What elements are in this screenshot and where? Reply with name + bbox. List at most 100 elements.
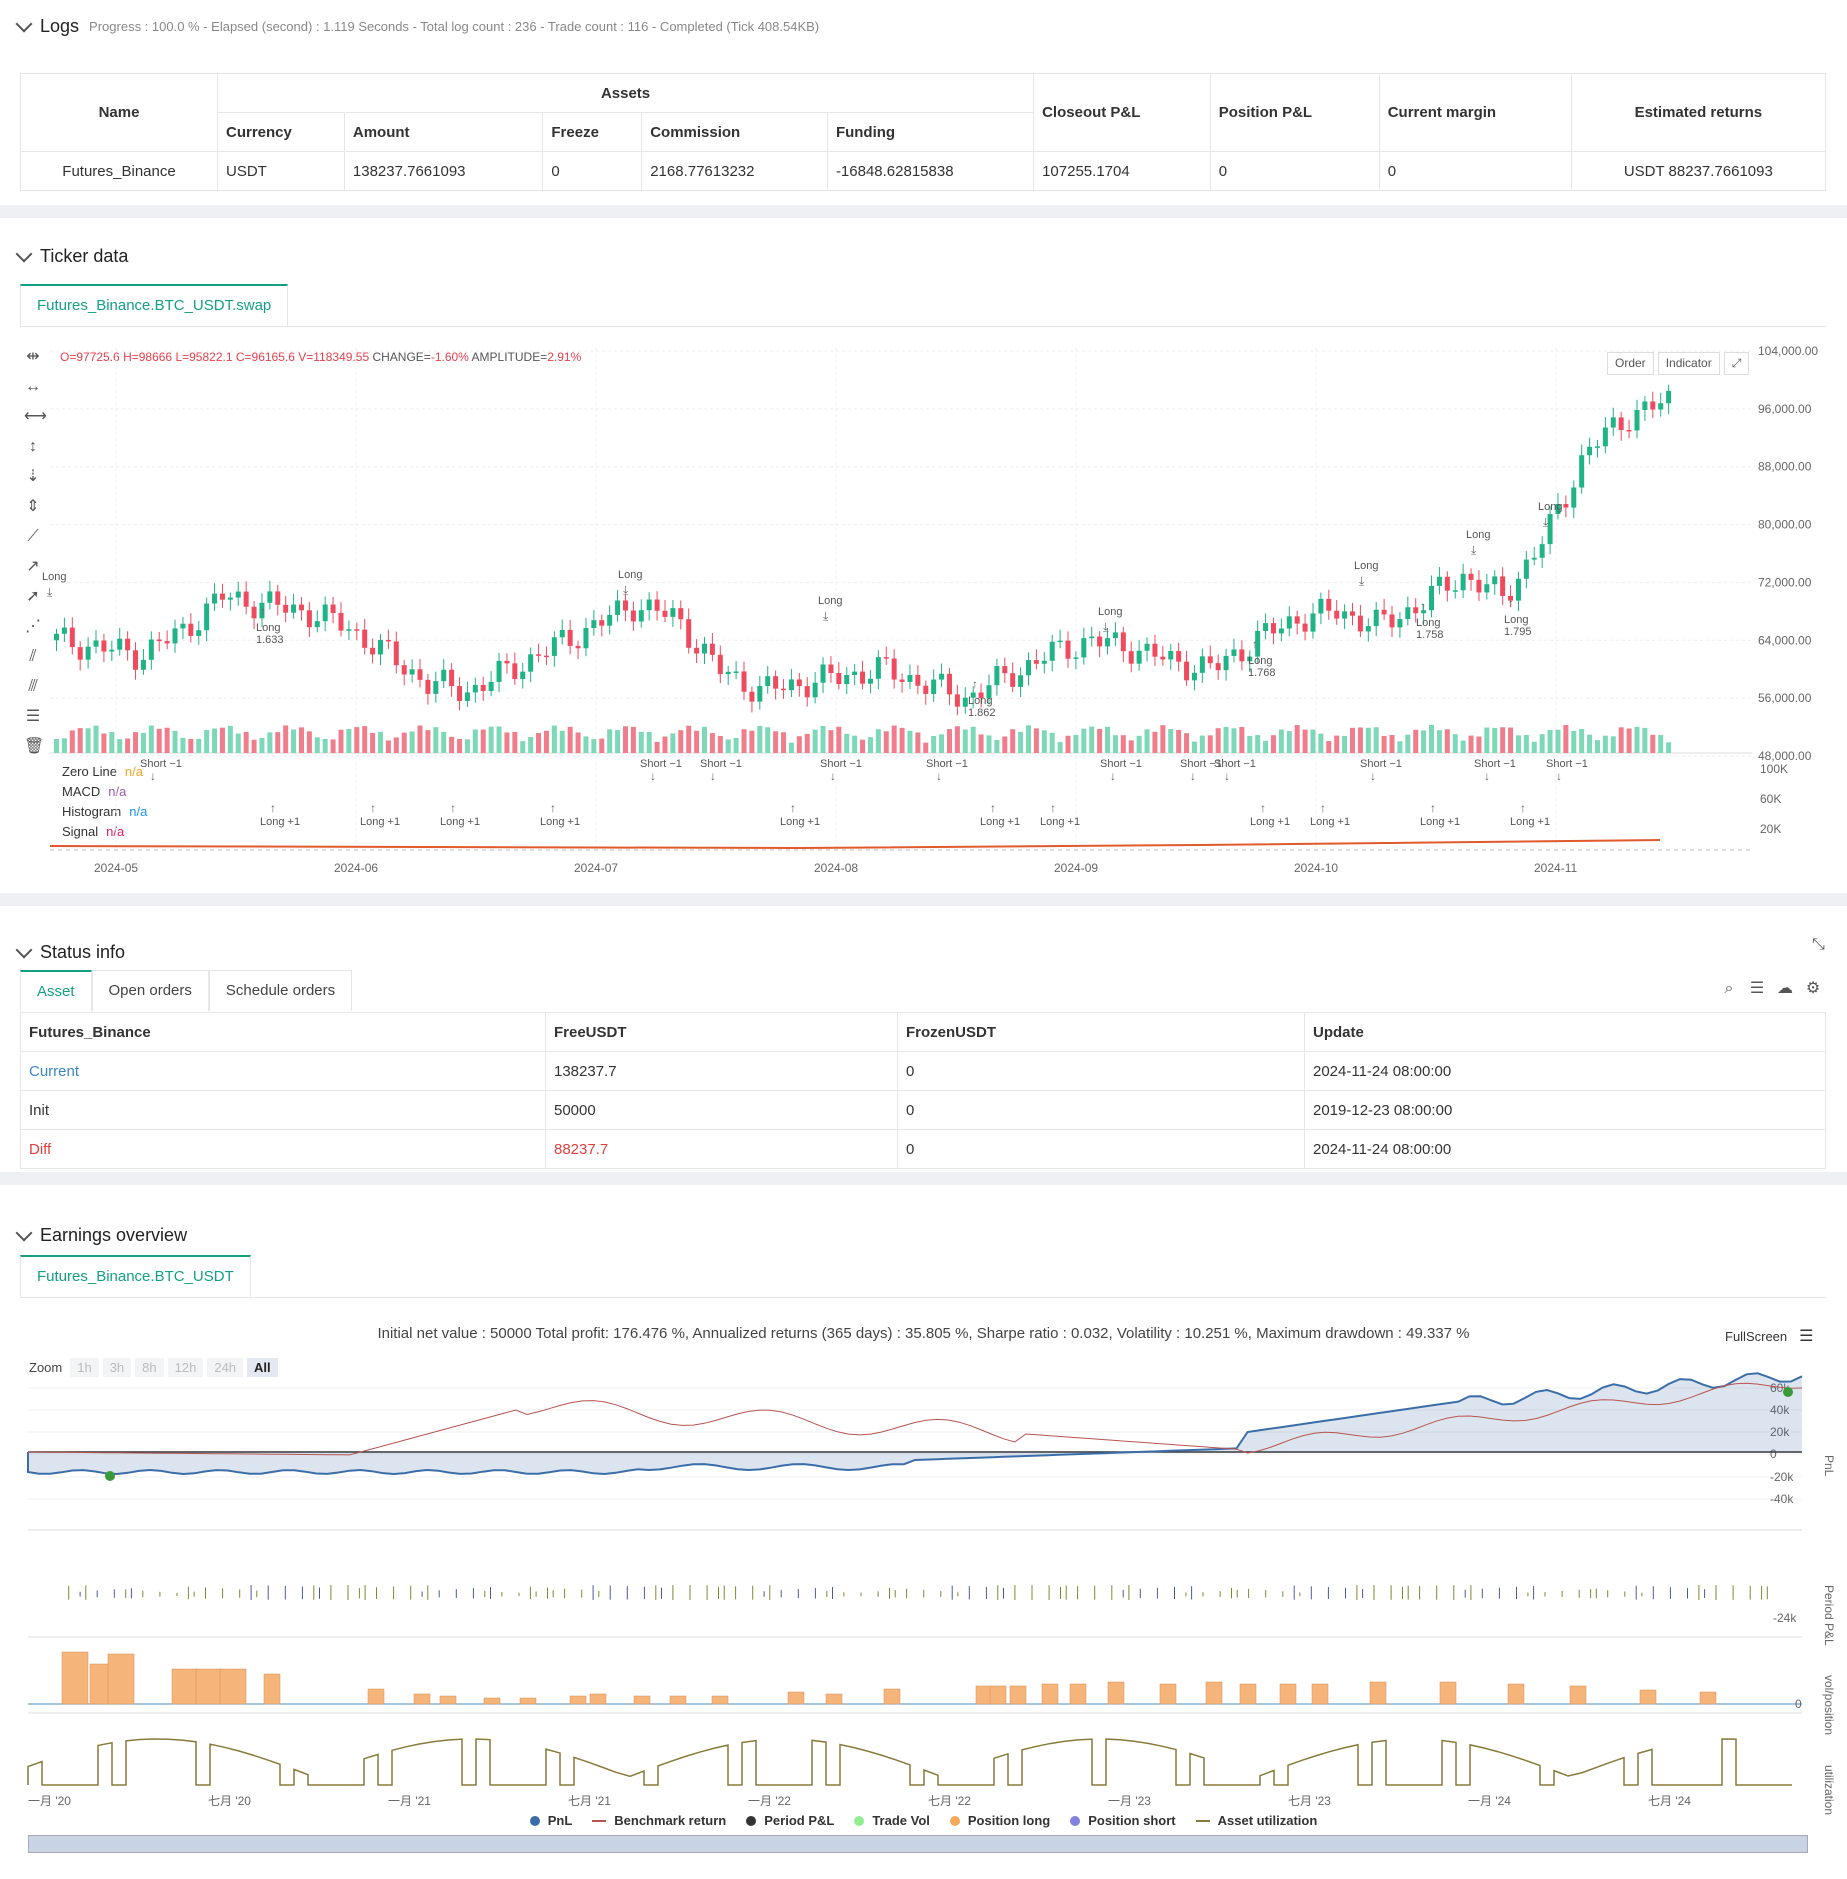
status-header[interactable]: Status info <box>15 941 125 963</box>
indicator-button[interactable]: Indicator <box>1657 352 1720 375</box>
collapse-icon[interactable]: ⤡ <box>1812 936 1825 953</box>
menu-icon[interactable]: ☰ <box>1799 1328 1814 1345</box>
legend-position-short[interactable]: Position short <box>1070 1813 1176 1828</box>
candle-body <box>1160 656 1166 660</box>
table-row: Current 138237.7 0 2024-11-24 08:00:00 <box>20 1051 1826 1091</box>
volume-bar <box>314 737 320 753</box>
candle-body <box>615 600 621 615</box>
candle-body <box>654 599 660 611</box>
volume-bar <box>1579 729 1585 753</box>
candle-body <box>1421 610 1427 614</box>
long-arrow: ↑ <box>1420 599 1426 613</box>
max-marker <box>1783 1387 1793 1397</box>
candle-body <box>923 685 929 694</box>
candle-body <box>1413 607 1419 614</box>
candle-body <box>409 669 415 675</box>
position-bar <box>1107 1681 1125 1705</box>
zoom-3h[interactable]: 3h <box>102 1358 132 1377</box>
candle-body <box>1089 636 1095 639</box>
volume-bar <box>54 739 59 753</box>
zoom-1h[interactable]: 1h <box>70 1358 99 1377</box>
volume-bar <box>441 731 447 753</box>
tab-open-orders[interactable]: Open orders <box>91 970 209 1011</box>
legend-pnl[interactable]: PnL <box>529 1813 572 1828</box>
fullscreen-button[interactable]: FullScreen <box>1725 1328 1788 1344</box>
candle-body <box>148 639 154 660</box>
trend-line-icon[interactable]: ⟋ <box>27 528 39 545</box>
volume-bar <box>1294 725 1300 753</box>
order-button[interactable]: Order <box>1607 352 1654 375</box>
extended-line-icon[interactable]: ⟷ <box>24 408 47 425</box>
volume-bar <box>1523 734 1529 753</box>
candle-body <box>678 608 684 620</box>
chevron-down-icon[interactable] <box>15 941 33 958</box>
cloud-download-icon[interactable]: ☁ <box>1777 980 1793 997</box>
volume-bar <box>1571 730 1577 753</box>
legend-zero-line[interactable]: Zero Line n/a <box>62 762 147 782</box>
price-line-icon[interactable]: ⋰ <box>25 618 41 635</box>
legend-histogram[interactable]: Histogram n/a <box>62 802 147 822</box>
trash-icon[interactable]: 🗑 <box>24 738 45 755</box>
candle-body <box>1128 651 1134 664</box>
zoom-all[interactable]: All <box>247 1358 278 1377</box>
candle-body <box>962 697 968 707</box>
row-label-current[interactable]: Current <box>20 1051 546 1091</box>
vertical-ray-icon[interactable]: ⇕ <box>26 498 40 515</box>
date-tick-label: 一月 '20 <box>28 1794 71 1808</box>
candle-body <box>196 630 202 636</box>
earnings-header[interactable]: Earnings overview <box>15 1224 187 1246</box>
tab-schedule-orders[interactable]: Schedule orders <box>208 970 353 1011</box>
cell-position: 0 <box>1209 151 1380 191</box>
chevron-down-icon[interactable] <box>15 15 33 32</box>
fib-channel-icon[interactable]: ⫻ <box>28 678 38 695</box>
candle-body <box>1357 615 1363 632</box>
fib-retracement-icon[interactable]: ☰ <box>25 708 41 725</box>
vertical-segment-icon[interactable]: ⇣ <box>26 468 40 485</box>
gear-icon[interactable]: ⚙ <box>1805 980 1821 997</box>
chevron-down-icon[interactable] <box>15 245 33 262</box>
legend-trade-vol[interactable]: Trade Vol <box>854 1813 930 1828</box>
tab-btc-usdt-swap[interactable]: Futures_Binance.BTC_USDT.swap <box>20 284 289 326</box>
zoom-24h[interactable]: 24h <box>207 1358 244 1377</box>
candle-body <box>1018 675 1024 687</box>
zoom-8h[interactable]: 8h <box>135 1358 164 1377</box>
legend-asset-utilization[interactable]: Asset utilization <box>1195 1813 1317 1828</box>
candle-body <box>1286 616 1292 629</box>
list-icon[interactable]: ☰ <box>1749 980 1765 997</box>
candle-body <box>251 606 257 619</box>
tab-asset[interactable]: Asset <box>20 970 92 1012</box>
parallel-channel-icon[interactable]: ⫽ <box>29 648 37 665</box>
horizontal-ray-icon[interactable]: ↔ <box>25 378 41 395</box>
ray-line-icon[interactable]: ↗ <box>26 558 40 575</box>
dot-icon <box>746 1815 757 1826</box>
logs-header[interactable]: Logs Progress : 100.0 % - Elapsed (secon… <box>15 15 819 37</box>
candle-body <box>883 657 889 659</box>
legend-period-pnl[interactable]: Period P&L <box>746 1813 834 1828</box>
candle-body <box>733 671 739 673</box>
volume-bar <box>291 729 297 753</box>
expand-icon[interactable]: ⤢ <box>1723 352 1750 375</box>
volume-bar <box>994 739 1000 753</box>
volume-bar <box>1041 730 1047 753</box>
search-icon[interactable]: ⌕ <box>1724 980 1734 997</box>
vertical-line-icon[interactable]: ↕ <box>29 438 37 455</box>
range-navigator[interactable] <box>28 1835 1808 1853</box>
candle-body <box>836 672 842 685</box>
zoom-12h[interactable]: 12h <box>167 1358 204 1377</box>
long-plus-label: Long +1 <box>780 816 820 828</box>
arrow-line-icon[interactable]: ➚ <box>26 588 40 605</box>
legend-position-long[interactable]: Position long <box>949 1813 1050 1828</box>
candle-body <box>1626 430 1632 432</box>
legend-benchmark[interactable]: Benchmark return <box>592 1813 726 1828</box>
legend-macd[interactable]: MACD n/a <box>62 782 147 802</box>
col-closeout: Closeout P&L <box>1033 73 1211 152</box>
long-plus-label: Long +1 <box>1040 816 1080 828</box>
ticker-header[interactable]: Ticker data <box>15 245 128 267</box>
long-plus-label: Long +1 <box>980 816 1020 828</box>
candle-body <box>488 681 494 691</box>
legend-signal[interactable]: Signal n/a <box>62 822 147 842</box>
horizontal-line-icon[interactable]: ⇹ <box>26 348 40 365</box>
tab-btc-usdt[interactable]: Futures_Binance.BTC_USDT <box>20 1255 251 1297</box>
pnl-tick-label: -40k <box>1770 1492 1794 1506</box>
